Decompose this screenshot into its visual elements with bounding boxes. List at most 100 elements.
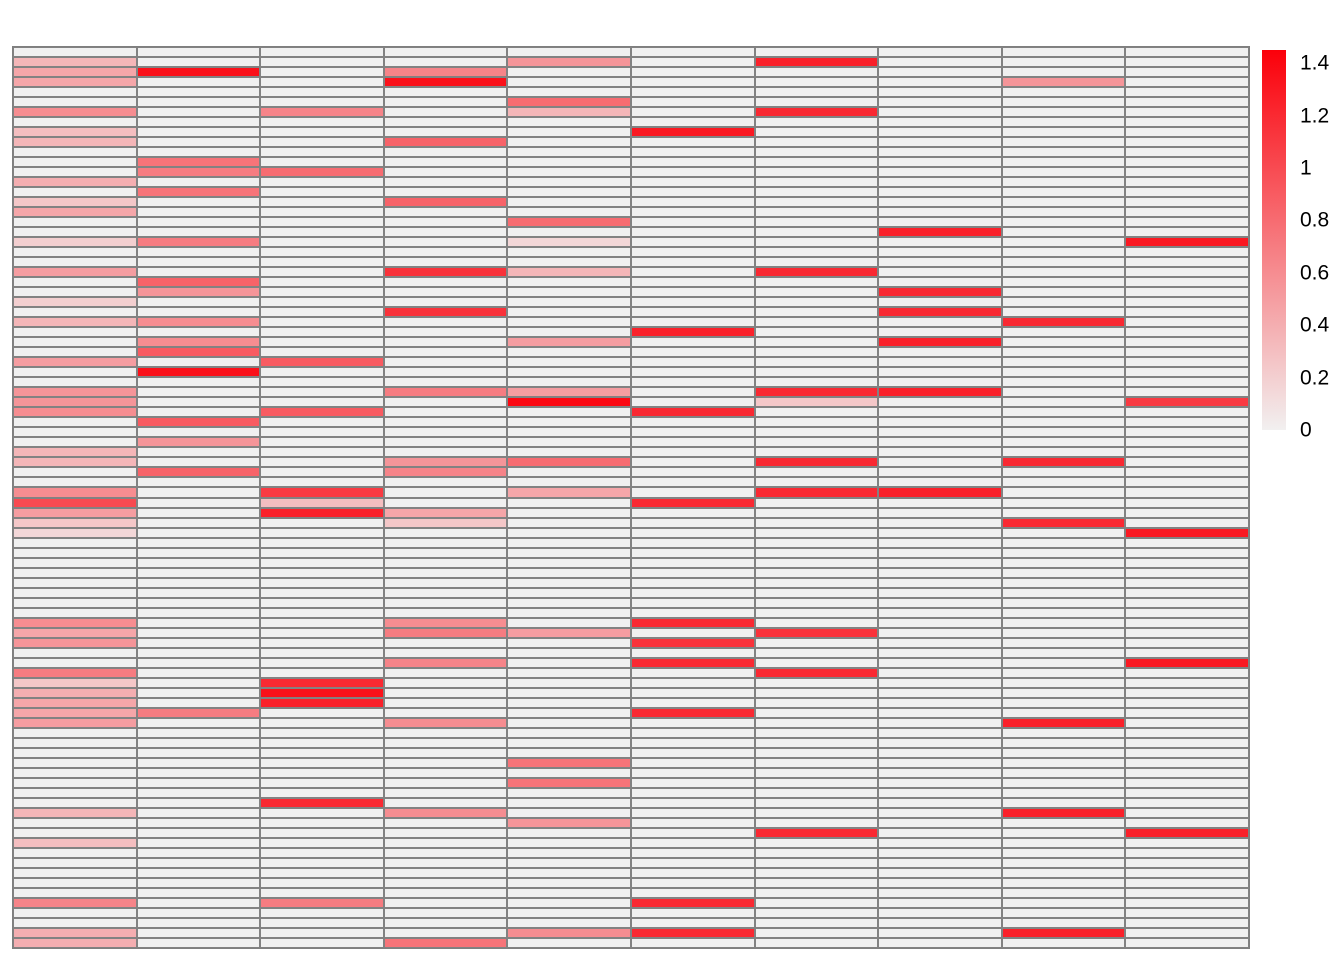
heatmap-cell <box>630 747 755 758</box>
heatmap-cell <box>1125 867 1249 878</box>
heatmap-cell <box>1125 197 1249 208</box>
heatmap-cell <box>630 797 755 808</box>
heatmap-cell <box>136 887 261 898</box>
heatmap-cell <box>136 567 261 578</box>
heatmap-cell <box>383 677 508 688</box>
heatmap-cell <box>878 857 1002 868</box>
heatmap-cell <box>878 67 1002 78</box>
heatmap-cell <box>383 397 508 408</box>
heatmap-cell <box>383 357 508 368</box>
heatmap-cell <box>383 97 508 108</box>
heatmap-cell <box>507 437 631 448</box>
heatmap-cell <box>13 707 137 718</box>
heatmap-cell <box>1125 137 1249 148</box>
heatmap-cell <box>136 797 261 808</box>
heatmap-cell <box>13 367 137 378</box>
heatmap-cell <box>1001 627 1126 638</box>
heatmap-cell <box>507 77 631 88</box>
heatmap-cell <box>136 897 261 908</box>
heatmap-cell <box>13 527 137 538</box>
heatmap-cell <box>630 447 755 458</box>
heatmap-cell <box>1125 797 1249 808</box>
heatmap-cell <box>1001 277 1126 288</box>
heatmap-cell <box>507 707 631 718</box>
colorbar-tick-label: 0.8 <box>1300 208 1330 232</box>
heatmap-cell <box>1001 447 1126 458</box>
heatmap-cell <box>383 487 508 498</box>
heatmap-cell <box>1001 487 1126 498</box>
heatmap-cell <box>260 467 384 478</box>
heatmap-cell <box>1001 187 1126 198</box>
heatmap-cell <box>878 737 1002 748</box>
heatmap-cell <box>878 827 1002 838</box>
heatmap-cell <box>136 487 261 498</box>
heatmap-cell <box>383 447 508 458</box>
heatmap-cell <box>507 107 631 118</box>
heatmap-cell <box>260 257 384 268</box>
heatmap-cell <box>1125 47 1249 57</box>
heatmap-cell <box>260 317 384 328</box>
heatmap-cell <box>260 657 384 668</box>
heatmap-cell <box>260 487 384 498</box>
heatmap-cell <box>507 347 631 358</box>
heatmap-cell <box>630 437 755 448</box>
heatmap-cell <box>13 657 137 668</box>
heatmap-cell <box>260 607 384 618</box>
heatmap-cell <box>630 487 755 498</box>
heatmap-cell <box>136 227 261 238</box>
heatmap-cell <box>13 667 137 678</box>
heatmap-cell <box>630 697 755 708</box>
heatmap-cell <box>630 47 755 57</box>
heatmap-cell <box>136 867 261 878</box>
heatmap-cell <box>507 887 631 898</box>
heatmap-cell <box>260 707 384 718</box>
heatmap-cell <box>13 517 137 528</box>
heatmap-cell <box>630 357 755 368</box>
heatmap-cell <box>507 327 631 338</box>
heatmap-cell <box>136 817 261 828</box>
heatmap-cell <box>136 167 261 178</box>
heatmap-cell <box>260 437 384 448</box>
heatmap-cell <box>878 307 1002 318</box>
heatmap-cell <box>507 597 631 608</box>
heatmap-cell <box>1001 347 1126 358</box>
heatmap-cell <box>754 177 879 188</box>
heatmap-cell <box>13 557 137 568</box>
heatmap-cell <box>260 227 384 238</box>
heatmap-cell <box>13 917 137 928</box>
heatmap-cell <box>507 357 631 368</box>
heatmap-cell <box>13 607 137 618</box>
heatmap-cell <box>260 247 384 258</box>
heatmap-cell <box>754 597 879 608</box>
heatmap-cell <box>754 457 879 468</box>
heatmap-cell <box>878 127 1002 138</box>
heatmap-cell <box>260 117 384 128</box>
heatmap-cell <box>507 257 631 268</box>
heatmap-cell <box>383 887 508 898</box>
heatmap-cell <box>136 187 261 198</box>
heatmap-cell <box>630 877 755 888</box>
heatmap-cell <box>630 627 755 638</box>
heatmap-cell <box>1001 527 1126 538</box>
heatmap-cell <box>136 387 261 398</box>
heatmap-cell <box>1001 427 1126 438</box>
heatmap-cell <box>507 197 631 208</box>
heatmap-cell <box>878 647 1002 658</box>
heatmap-cell <box>1125 407 1249 418</box>
heatmap-cell <box>630 787 755 798</box>
heatmap-cell <box>1001 397 1126 408</box>
heatmap-cell <box>1125 787 1249 798</box>
heatmap-cell <box>136 617 261 628</box>
heatmap-cell <box>1125 257 1249 268</box>
heatmap-cell <box>1001 367 1126 378</box>
heatmap-cell <box>1125 97 1249 108</box>
heatmap-cell <box>1001 667 1126 678</box>
heatmap-cell <box>13 567 137 578</box>
heatmap-cell <box>260 597 384 608</box>
heatmap-cell <box>1125 437 1249 448</box>
heatmap-cell <box>136 177 261 188</box>
heatmap-cell <box>1125 287 1249 298</box>
heatmap-cell <box>383 157 508 168</box>
heatmap-cell <box>878 347 1002 358</box>
heatmap-cell <box>507 807 631 818</box>
